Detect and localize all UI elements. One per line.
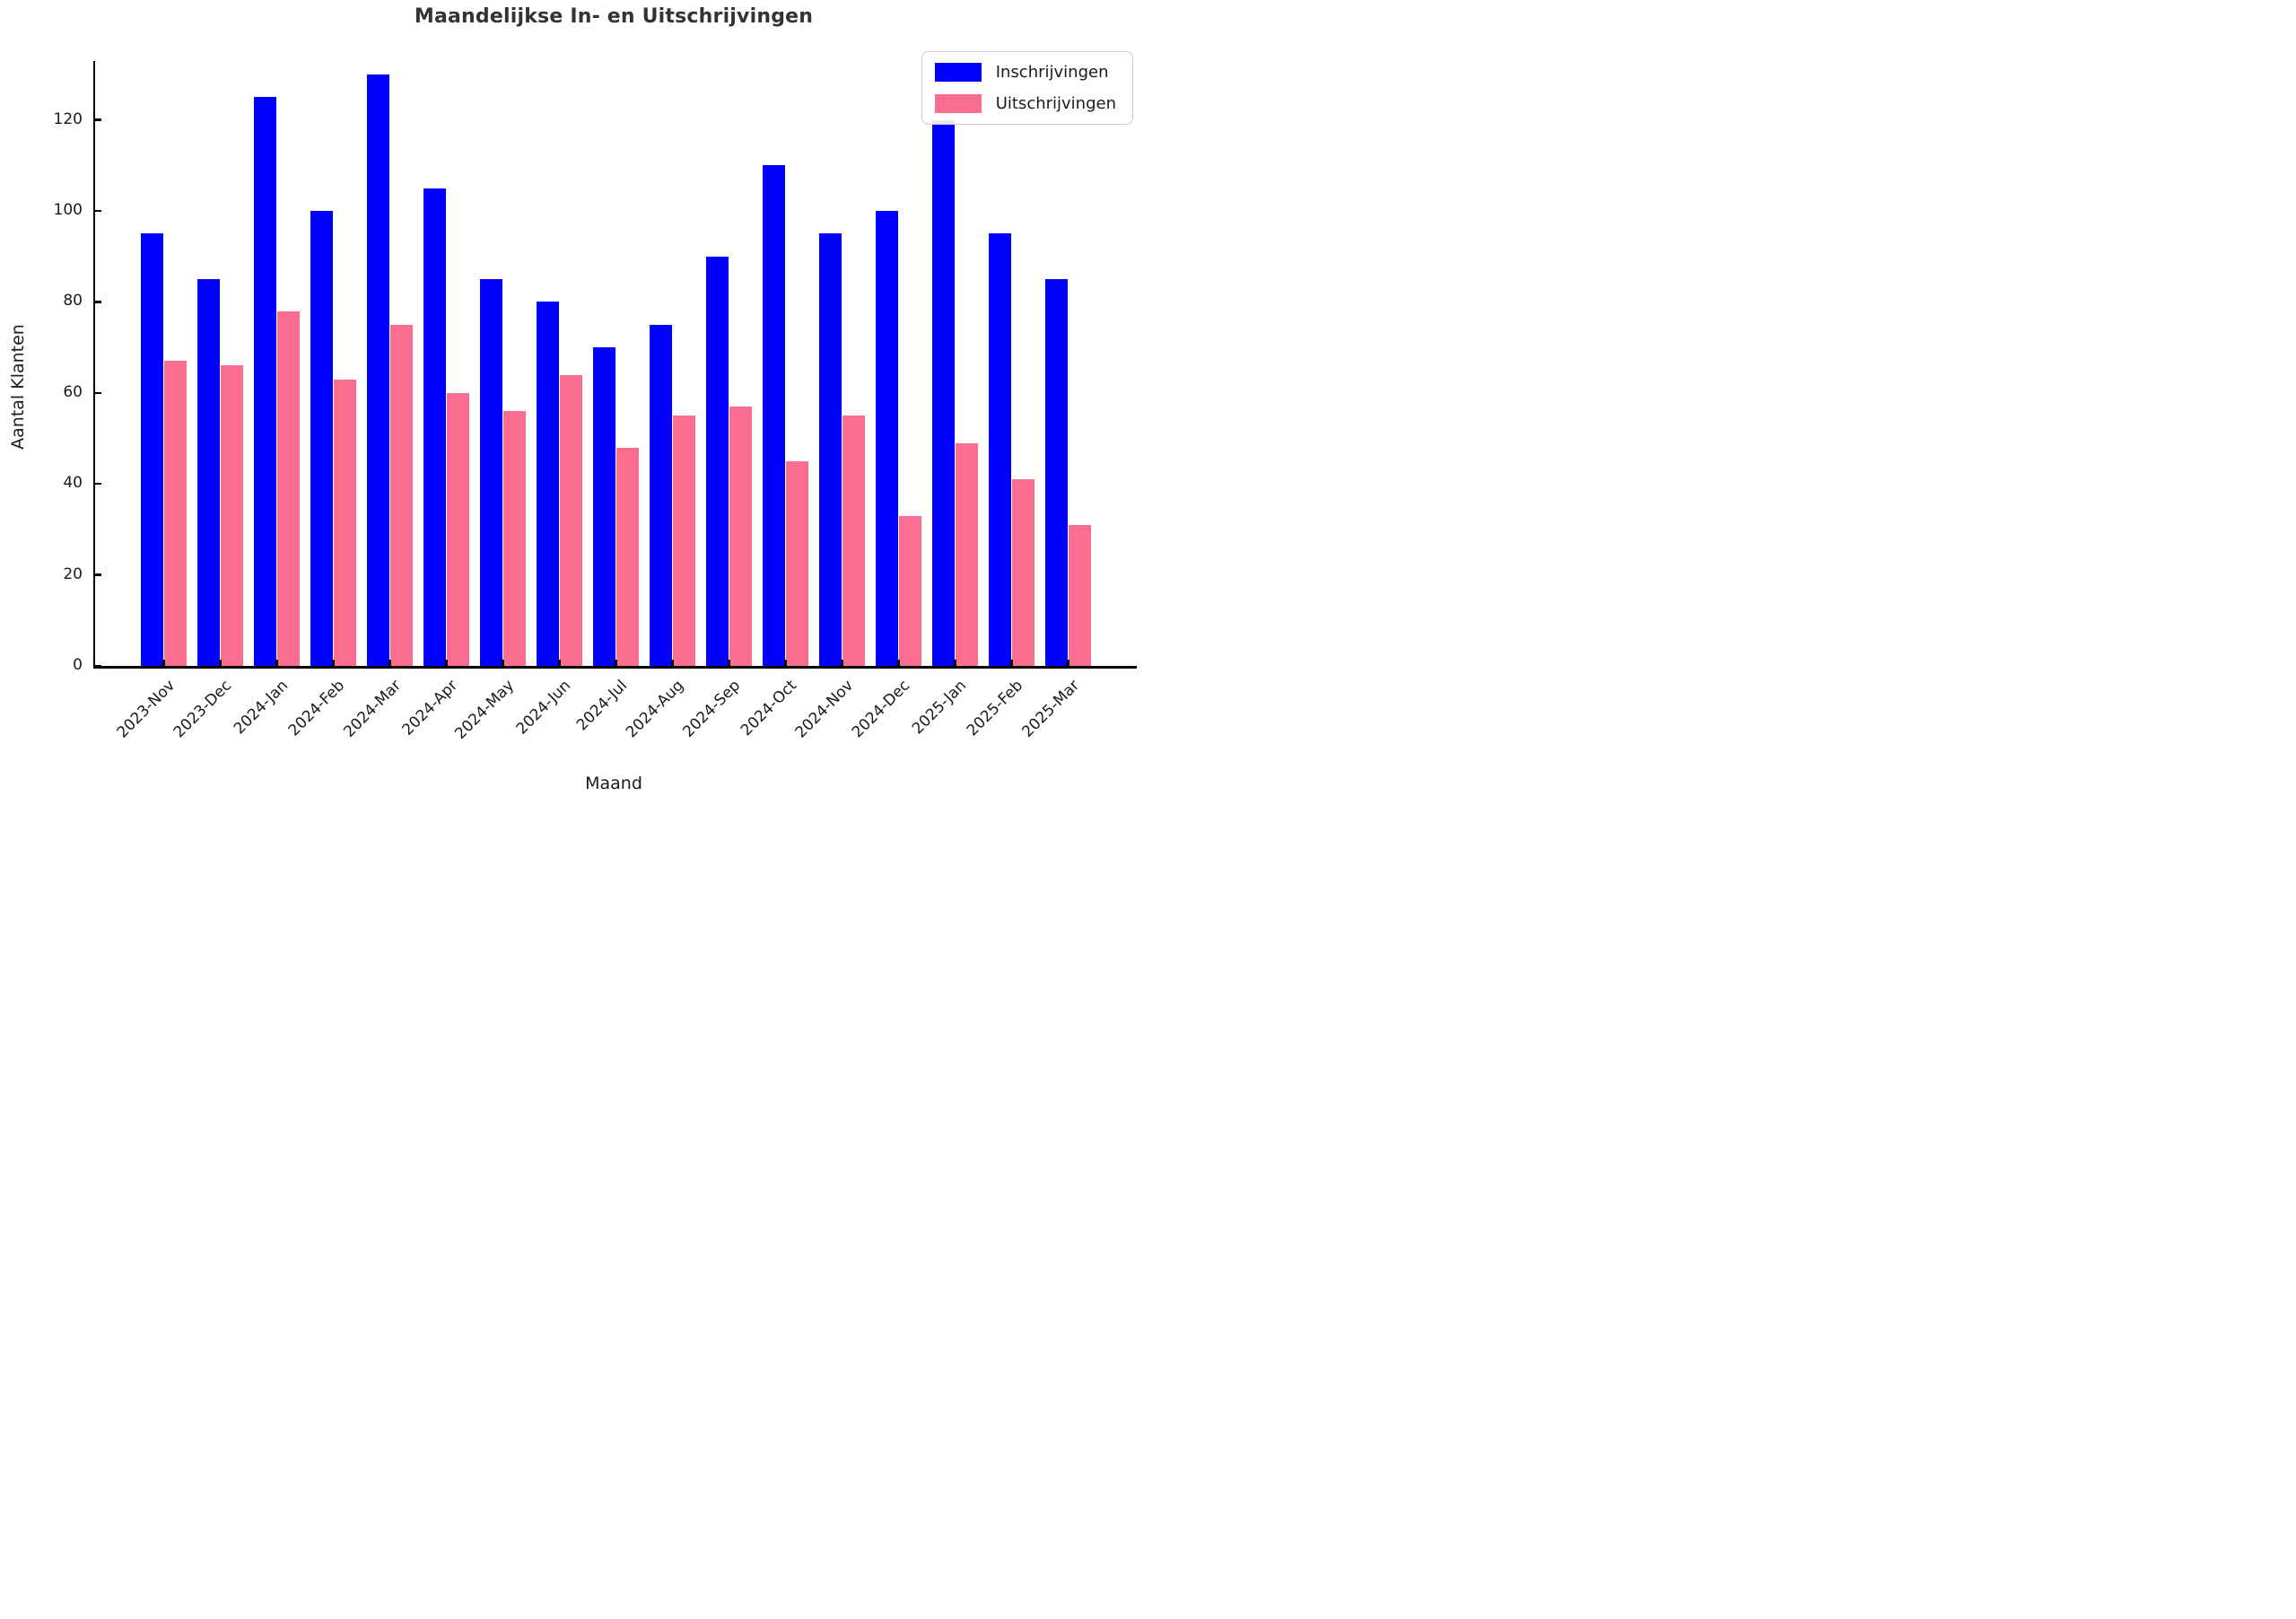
bar-inschrijvingen-2024-Oct bbox=[763, 165, 786, 666]
legend-swatch-inschrijvingen bbox=[934, 63, 982, 82]
y-tick-80 bbox=[95, 301, 101, 303]
x-tick-2024-Mar bbox=[388, 660, 391, 666]
bar-uitschrijvingen-2024-Dec bbox=[898, 515, 921, 666]
bar-inschrijvingen-2024-Sep bbox=[706, 256, 729, 666]
x-tick-2024-Feb bbox=[332, 660, 335, 666]
bar-inschrijvingen-2024-Mar bbox=[367, 74, 390, 666]
bar-uitschrijvingen-2024-May bbox=[502, 411, 526, 666]
y-tick-100 bbox=[95, 209, 101, 213]
bar-uitschrijvingen-2024-Apr bbox=[446, 392, 469, 666]
legend-label-inschrijvingen: Inschrijvingen bbox=[995, 63, 1109, 82]
bar-inschrijvingen-2024-Jan bbox=[254, 97, 277, 666]
legend-swatch-uitschrijvingen bbox=[934, 94, 982, 113]
x-tick-2025-Mar bbox=[1067, 660, 1069, 666]
bar-inschrijvingen-2024-Feb bbox=[310, 211, 334, 666]
y-tick-label-40: 40 bbox=[63, 474, 83, 493]
y-tick-0 bbox=[95, 664, 101, 668]
y-tick-120 bbox=[95, 118, 101, 121]
y-tick-label-60: 60 bbox=[63, 382, 83, 401]
x-tick-2024-Oct bbox=[784, 660, 787, 666]
bar-uitschrijvingen-2024-Jul bbox=[615, 447, 639, 666]
x-tick-2025-Jan bbox=[954, 660, 956, 666]
y-tick-label-0: 0 bbox=[73, 656, 83, 674]
x-tick-2024-Dec bbox=[897, 660, 900, 666]
bar-inschrijvingen-2023-Dec bbox=[197, 279, 221, 666]
bar-inschrijvingen-2025-Jan bbox=[932, 119, 956, 666]
bar-uitschrijvingen-2024-Mar bbox=[389, 324, 413, 666]
bar-inschrijvingen-2023-Nov bbox=[141, 233, 164, 666]
legend-item-inschrijvingen: Inschrijvingen bbox=[934, 63, 1116, 82]
bar-uitschrijvingen-2024-Jan bbox=[276, 311, 300, 666]
x-tick-2024-May bbox=[502, 660, 504, 666]
y-tick-20 bbox=[95, 573, 101, 576]
x-tick-2024-Jun bbox=[558, 660, 561, 666]
bar-inschrijvingen-2025-Feb bbox=[989, 233, 1012, 666]
bar-uitschrijvingen-2024-Jun bbox=[559, 374, 582, 666]
x-tick-2024-Apr bbox=[445, 660, 448, 666]
bar-uitschrijvingen-2024-Sep bbox=[729, 407, 752, 666]
bar-inschrijvingen-2024-Jul bbox=[593, 347, 616, 666]
bar-uitschrijvingen-2023-Dec bbox=[220, 365, 243, 666]
x-tick-2024-Jan bbox=[275, 660, 278, 666]
legend-item-uitschrijvingen: Uitschrijvingen bbox=[934, 94, 1116, 113]
bar-uitschrijvingen-2025-Feb bbox=[1011, 479, 1035, 666]
bar-uitschrijvingen-2023-Nov bbox=[163, 361, 187, 666]
bar-uitschrijvingen-2025-Mar bbox=[1068, 524, 1091, 666]
bar-uitschrijvingen-2025-Jan bbox=[955, 442, 978, 666]
x-tick-2024-Nov bbox=[841, 660, 843, 666]
y-tick-label-120: 120 bbox=[53, 109, 83, 128]
y-tick-label-80: 80 bbox=[63, 292, 83, 311]
legend-label-uitschrijvingen: Uitschrijvingen bbox=[995, 94, 1116, 113]
y-tick-label-20: 20 bbox=[63, 564, 83, 583]
x-tick-2024-Jul bbox=[615, 660, 617, 666]
bar-inschrijvingen-2024-Nov bbox=[819, 233, 842, 666]
y-tick-40 bbox=[95, 482, 101, 486]
x-tick-2024-Aug bbox=[671, 660, 674, 666]
x-tick-2023-Dec bbox=[219, 660, 222, 666]
bar-inschrijvingen-2024-Jun bbox=[537, 302, 560, 666]
y-tick-label-100: 100 bbox=[53, 201, 83, 219]
bar-uitschrijvingen-2024-Oct bbox=[785, 460, 808, 666]
bar-uitschrijvingen-2024-Nov bbox=[842, 416, 865, 666]
x-tick-2024-Sep bbox=[728, 660, 730, 666]
bar-inschrijvingen-2025-Mar bbox=[1045, 279, 1069, 666]
chart-title: Maandelijkse In- en Uitschrijvingen bbox=[414, 5, 814, 28]
bar-inschrijvingen-2024-May bbox=[480, 279, 503, 666]
y-tick-60 bbox=[95, 391, 101, 395]
bar-chart-figure: Maandelijkse In- en Uitschrijvingen Aant… bbox=[0, 0, 1148, 810]
bar-inschrijvingen-2024-Aug bbox=[650, 324, 673, 666]
bar-uitschrijvingen-2024-Aug bbox=[672, 416, 695, 666]
legend: Inschrijvingen Uitschrijvingen bbox=[921, 51, 1133, 125]
x-axis-label: Maand bbox=[585, 774, 642, 793]
x-tick-2025-Feb bbox=[1010, 660, 1013, 666]
bar-inschrijvingen-2024-Dec bbox=[876, 211, 899, 666]
bar-uitschrijvingen-2024-Feb bbox=[333, 379, 356, 666]
bar-inschrijvingen-2024-Apr bbox=[423, 188, 447, 666]
plot-area bbox=[93, 61, 1137, 669]
x-tick-2023-Nov bbox=[162, 660, 165, 666]
